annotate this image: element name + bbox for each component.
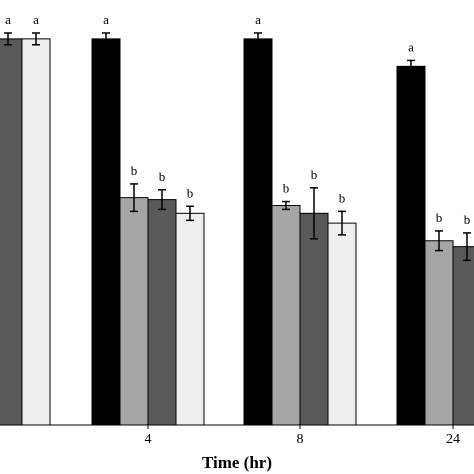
- x-tick-label: 24: [446, 432, 460, 447]
- bar: [147, 199, 177, 426]
- bar: [119, 197, 149, 426]
- bar: [424, 240, 454, 426]
- x-ticks: 04824: [145, 425, 460, 447]
- significance-label: b: [283, 181, 290, 196]
- significance-label: b: [131, 163, 138, 178]
- significance-label: a: [103, 12, 109, 27]
- bars-layer: aaaaabbbabbbabbb: [0, 12, 474, 426]
- x-tick-label: 4: [145, 432, 152, 447]
- bar: [271, 204, 301, 426]
- significance-label: a: [255, 12, 261, 27]
- significance-label: a: [5, 12, 11, 27]
- significance-label: a: [33, 12, 39, 27]
- x-tick-label: 8: [297, 432, 304, 447]
- significance-label: b: [159, 169, 166, 184]
- bar: [21, 38, 51, 426]
- bar: [396, 65, 426, 426]
- bar: [327, 222, 357, 426]
- bar: [452, 246, 474, 426]
- significance-label: b: [187, 185, 194, 200]
- x-axis-title: Time (hr): [202, 453, 272, 472]
- significance-label: b: [311, 167, 318, 182]
- significance-label: b: [436, 210, 443, 225]
- significance-label: a: [408, 39, 414, 54]
- bar: [299, 212, 329, 426]
- significance-label: b: [339, 190, 346, 205]
- significance-label: b: [464, 212, 471, 227]
- bar: [175, 212, 205, 426]
- bar: [0, 38, 23, 426]
- bar: [243, 38, 273, 426]
- bar: [91, 38, 121, 426]
